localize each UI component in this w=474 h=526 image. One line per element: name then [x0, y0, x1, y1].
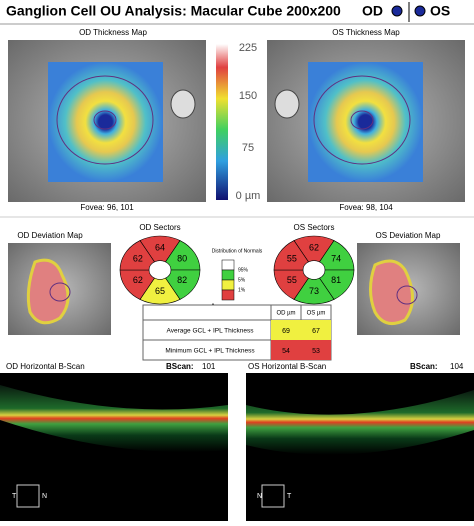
orientation: T — [287, 493, 292, 500]
deviation-area — [369, 259, 414, 326]
cell: 67 — [312, 328, 320, 335]
sector — [319, 240, 355, 271]
deviation-area — [26, 258, 70, 325]
cell-bg — [271, 340, 301, 360]
orientation: N — [42, 493, 47, 500]
map-title: OD Thickness Map — [79, 28, 147, 37]
retina-layers — [0, 385, 228, 452]
sector-value: 55 — [287, 275, 297, 285]
legend-item: 1% — [238, 287, 246, 293]
sector-value: 62 — [133, 275, 143, 285]
row-label: Minimum GCL + IPL Thickness — [165, 348, 255, 355]
od-label: OD — [362, 3, 383, 19]
fovea: Fovea: 96, 101 — [80, 203, 134, 212]
ellipse — [56, 75, 154, 165]
cell: 53 — [312, 348, 320, 355]
legend-swatch — [221, 289, 235, 301]
bscan-title: OD Horizontal B-Scan — [6, 362, 85, 371]
legend-item: 95% — [238, 267, 249, 273]
thickness-map — [308, 62, 423, 182]
row-label: Average GCL + IPL Thickness — [167, 328, 255, 335]
sector-value: 82 — [177, 275, 187, 285]
orientation-box — [16, 484, 40, 508]
ellipse — [49, 282, 71, 302]
sector — [139, 277, 181, 305]
cell: 54 — [282, 348, 290, 355]
retina-layers — [246, 390, 474, 455]
bscan-title: OS Horizontal B-Scan — [248, 362, 326, 371]
os-dot — [414, 5, 426, 17]
sector-value: 80 — [177, 254, 187, 264]
bscan-value: 101 — [202, 362, 216, 371]
os-label: OS — [430, 3, 450, 19]
legend-swatch — [221, 269, 235, 281]
legend-item: 5% — [238, 277, 246, 283]
deviation-title: OD Deviation Map — [17, 231, 83, 240]
sector — [119, 240, 155, 271]
scale-label: 150 — [239, 90, 257, 102]
scale-label: 225 — [239, 42, 257, 54]
col-header: OD µm — [276, 311, 295, 317]
ellipse — [396, 285, 418, 305]
sector-value: 62 — [309, 243, 319, 253]
sector-value: 55 — [287, 254, 297, 264]
fovea: Fovea: 98, 104 — [339, 203, 393, 212]
optic-disc — [170, 89, 196, 119]
ellipse — [93, 110, 117, 130]
sector-value: 64 — [155, 243, 165, 253]
sector — [293, 277, 335, 305]
title: Ganglion Cell OU Analysis: Macular Cube … — [6, 3, 341, 19]
sector-value: 62 — [133, 254, 143, 264]
ellipse — [350, 110, 374, 130]
cell-bg — [301, 340, 331, 360]
legend-swatch — [221, 259, 235, 271]
sector — [273, 269, 309, 300]
sectors-title: OD Sectors — [139, 223, 180, 232]
sector-value: 81 — [331, 275, 341, 285]
cell-bg — [301, 320, 331, 340]
sectors: 62 74 81 73 55 55 — [273, 235, 355, 305]
ellipse — [313, 75, 411, 165]
sector-value: 74 — [331, 254, 341, 264]
orientation: N — [257, 493, 262, 500]
scale-label: 75 — [242, 142, 254, 154]
cell-bg — [271, 320, 301, 340]
legend-swatch — [221, 279, 235, 291]
orientation: T — [12, 493, 17, 500]
sector-value: 73 — [309, 286, 319, 296]
sector — [319, 269, 355, 300]
legend-title: Distribution of Normals — [212, 248, 263, 254]
sector-value: 65 — [155, 286, 165, 296]
cell: 69 — [282, 328, 290, 335]
col-header: OS µm — [307, 311, 326, 317]
table: OD µm OS µm Average GCL + IPL Thickness … — [142, 304, 332, 361]
od-dot — [391, 5, 403, 17]
bscan-value: 104 — [450, 362, 464, 371]
sector — [273, 240, 309, 271]
sector — [165, 269, 201, 300]
scale-label: 0 µm — [236, 190, 261, 202]
optic-disc — [274, 89, 300, 119]
sectors-title: OS Sectors — [294, 223, 335, 232]
deviation-title: OS Deviation Map — [376, 231, 441, 240]
thickness-map — [48, 62, 163, 182]
map-title: OS Thickness Map — [332, 28, 400, 37]
orientation-box — [261, 484, 285, 508]
sectors: 64 80 82 65 62 62 — [119, 235, 201, 305]
sector — [165, 240, 201, 271]
bscan-label: BScan: — [166, 362, 194, 371]
bscan-label: BScan: — [410, 362, 438, 371]
sector — [119, 269, 155, 300]
color-scale — [216, 44, 228, 200]
